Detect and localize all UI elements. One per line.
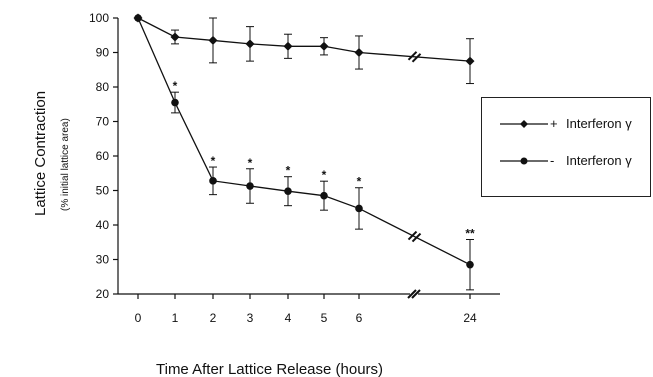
significance-marker: * [173, 79, 178, 93]
legend-marker-diamond [500, 120, 548, 128]
y-ticks: 20 30 40 50 60 70 80 90 100 [89, 11, 118, 301]
x-tick-label: 3 [247, 311, 254, 325]
data-point-diamond [465, 56, 475, 66]
y-tick-label: 50 [96, 184, 110, 198]
legend-item-minus: - Interferon γ [482, 153, 650, 169]
legend-sign: + [550, 116, 558, 131]
x-tick-label: 4 [285, 311, 292, 325]
y-axis: 20 30 40 50 60 70 80 90 100 [89, 11, 119, 301]
data-point-circle [171, 98, 179, 107]
y-tick-label: 70 [96, 115, 110, 129]
x-tick-label: 6 [356, 311, 363, 325]
significance-marker: * [286, 164, 291, 178]
y-tick-label: 60 [96, 149, 110, 163]
y-tick-label: 100 [89, 11, 109, 25]
significance-marker: * [322, 168, 327, 182]
break-slash [407, 51, 418, 61]
legend-marker-circle [500, 157, 548, 165]
significance-marker: ** [465, 226, 475, 240]
x-tick-label: 0 [135, 311, 142, 325]
y-tick-label: 20 [96, 287, 110, 301]
data-point-diamond [170, 32, 180, 42]
y-axis-sublabel: (% initial lattice area) [60, 118, 71, 211]
legend-label: Interferon γ [566, 116, 632, 131]
x-axis: 0 1 2 3 4 5 6 24 [118, 293, 500, 325]
data-point-circle [284, 187, 292, 195]
data-point-diamond [319, 41, 329, 51]
x-ticks: 0 1 2 3 4 5 6 24 [135, 294, 477, 325]
break-slash [411, 53, 422, 63]
data-point-diamond [245, 39, 255, 49]
significance-marker: * [211, 154, 216, 168]
series-plus-interferon [133, 13, 475, 85]
x-tick-label: 24 [463, 311, 477, 325]
y-axis-label: Lattice Contraction [32, 91, 49, 216]
x-axis-label: Time After Lattice Release (hours) [156, 361, 383, 377]
x-axis-break [407, 288, 421, 300]
data-point-circle [209, 177, 217, 185]
legend-sign: - [550, 153, 555, 168]
data-point-circle [134, 14, 142, 22]
data-point-diamond [208, 35, 218, 45]
x-tick-label: 2 [210, 311, 217, 325]
series-line [137, 17, 471, 266]
y-tick-label: 30 [96, 253, 110, 267]
axis-breaks: ** ** * *** [173, 50, 475, 300]
data-point-circle [466, 260, 474, 269]
data-point-diamond [354, 48, 364, 57]
series-line [137, 17, 471, 62]
legend-label: Interferon γ [566, 153, 632, 168]
data-point-circle [320, 191, 328, 200]
significance-marker: * [248, 156, 253, 170]
legend-item-plus: + Interferon γ [482, 116, 650, 132]
data-point-circle [355, 204, 363, 213]
y-tick-label: 90 [96, 46, 110, 60]
data-point-diamond [283, 41, 293, 51]
legend: + Interferon γ - Interferon γ [481, 97, 651, 197]
y-tick-label: 40 [96, 218, 110, 232]
data-point-circle [246, 182, 254, 190]
y-tick-label: 80 [96, 80, 110, 94]
series [133, 13, 475, 291]
series-minus-interferon [134, 14, 474, 291]
x-tick-label: 1 [172, 311, 179, 325]
significance-marker: * [357, 175, 362, 189]
x-tick-label: 5 [321, 311, 328, 325]
